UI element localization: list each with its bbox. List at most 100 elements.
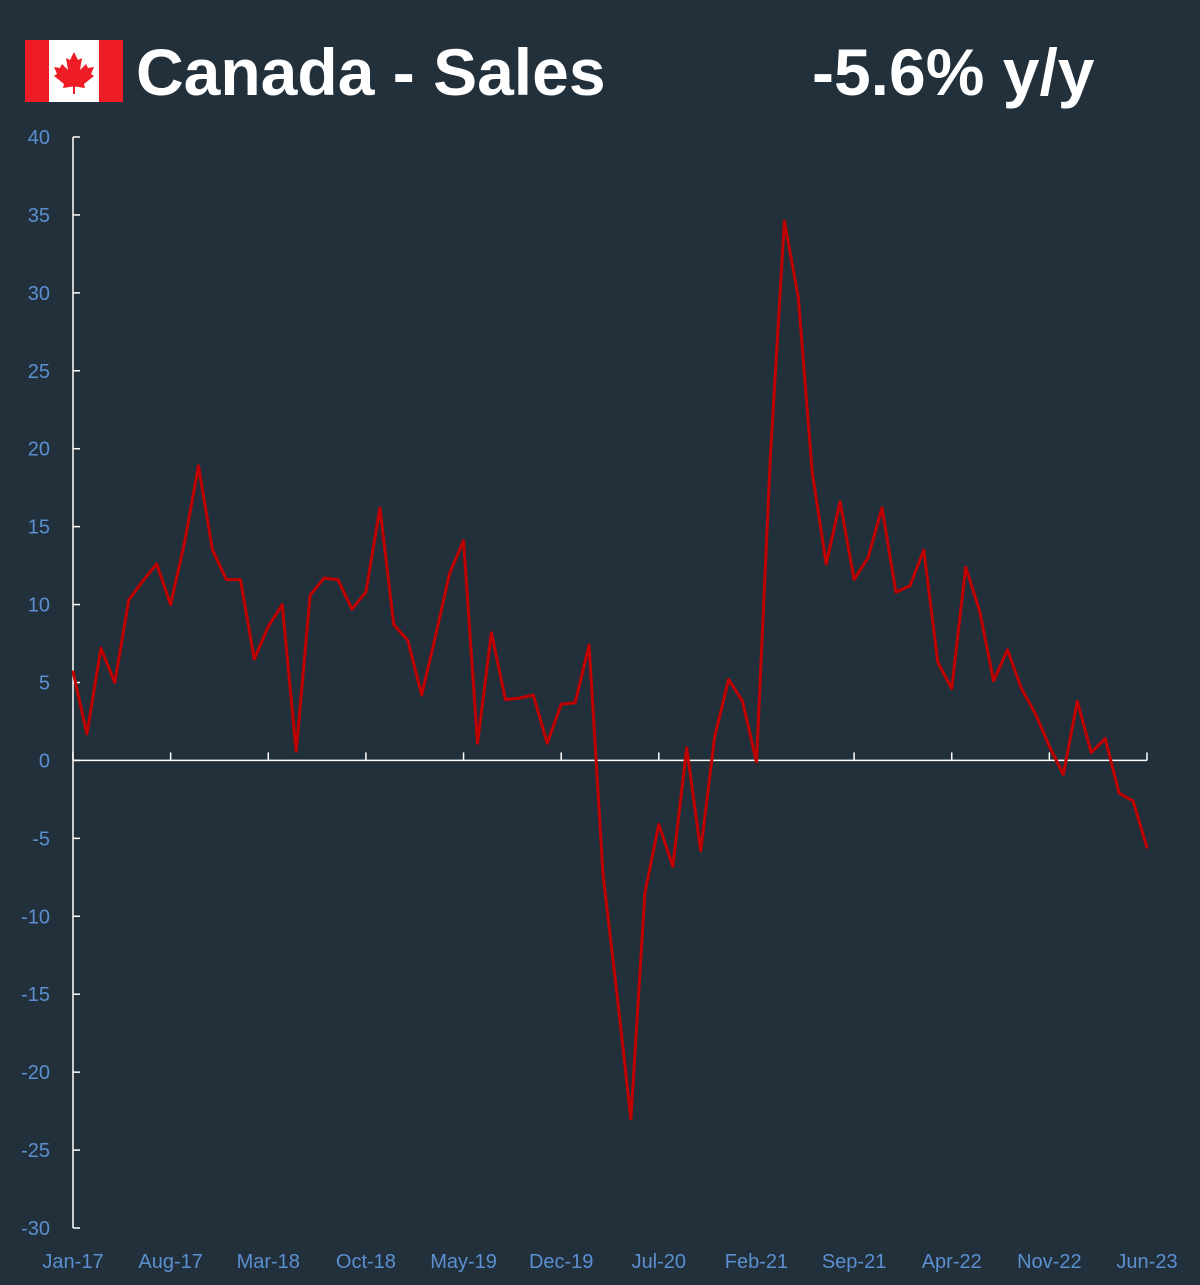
data-point (866, 556, 870, 560)
data-point (964, 565, 967, 569)
data-point (894, 590, 898, 594)
y-axis: 40 35 30 25 20 15 10 5 0 -5 -10 -15 -20 -25 -30 (21, 127, 80, 1240)
data-point (406, 639, 409, 642)
data-point (322, 576, 326, 580)
data-point (797, 296, 800, 299)
data-point (1131, 799, 1135, 803)
x-tick-label: Nov-22 (1017, 1251, 1081, 1273)
x-tick-label: Aug-17 (138, 1251, 203, 1273)
data-point (1048, 745, 1051, 748)
data-point (852, 578, 856, 581)
data-point (546, 742, 549, 745)
data-point (587, 643, 591, 647)
y-tick-label: 30 (28, 283, 50, 305)
data-point (378, 506, 382, 510)
y-tick-label: -15 (21, 984, 50, 1006)
data-point (504, 698, 507, 701)
x-tick-label: Apr-22 (922, 1251, 982, 1273)
x-tick-label: Sep-21 (822, 1251, 887, 1273)
data-point (1117, 791, 1121, 795)
data-point (267, 625, 270, 628)
data-point (308, 594, 312, 597)
data-point (141, 579, 144, 583)
series-layer (71, 219, 1149, 1121)
data-point (85, 732, 89, 736)
data-point (908, 584, 912, 588)
data-point (183, 541, 186, 544)
x-tick-label: Oct-18 (336, 1251, 396, 1273)
x-tick-label: Jun-23 (1116, 1251, 1177, 1273)
data-point (239, 578, 242, 581)
data-point (99, 647, 103, 650)
x-axis: Jan-17 Aug-17 Mar-18 Oct-18 May-19 Dec-19 Jul-… (42, 752, 1178, 1273)
series-line (71, 219, 1149, 1121)
data-point (336, 578, 340, 581)
x-tick-label: Jan-17 (42, 1251, 103, 1273)
data-point (643, 891, 647, 895)
data-point (113, 681, 117, 684)
data-point (197, 464, 200, 468)
data-point (1020, 687, 1023, 690)
data-point (225, 578, 228, 581)
data-point (769, 455, 772, 458)
data-point (922, 548, 926, 552)
data-point (1145, 846, 1149, 849)
data-point (685, 746, 688, 750)
y-tick-label: 35 (28, 205, 50, 227)
data-point (392, 623, 396, 627)
canada-flag-icon (25, 40, 123, 102)
data-point (699, 849, 702, 853)
headline-value: -5.6% y/y (812, 35, 1095, 109)
data-point (211, 548, 214, 552)
data-point (950, 687, 953, 690)
y-tick-label: -30 (21, 1218, 50, 1240)
flag-right-band (99, 40, 123, 102)
x-tick-label: Mar-18 (237, 1251, 300, 1273)
y-tick-label: -25 (21, 1140, 50, 1162)
data-point (490, 631, 493, 634)
data-point (462, 539, 465, 542)
y-tick-label: 0 (39, 750, 50, 772)
data-point (434, 634, 437, 637)
data-point (253, 657, 256, 661)
data-point (601, 873, 605, 876)
data-point (532, 693, 535, 697)
data-point (838, 500, 842, 503)
x-tick-label: Feb-21 (725, 1251, 788, 1273)
data-point (1062, 773, 1065, 776)
data-point (629, 1117, 633, 1121)
data-point (1103, 737, 1107, 740)
y-tick-label: 10 (28, 595, 50, 617)
data-point (281, 603, 284, 606)
data-point (936, 661, 939, 664)
data-point (350, 608, 354, 611)
data-point (978, 609, 981, 613)
data-point (155, 562, 158, 566)
data-point (476, 742, 479, 745)
y-tick-label: -20 (21, 1062, 50, 1084)
data-point (573, 701, 577, 704)
data-point (741, 700, 744, 703)
data-point (518, 696, 521, 700)
data-point (127, 598, 130, 602)
data-point (727, 678, 730, 681)
data-point (169, 603, 172, 606)
y-tick-label: 25 (28, 361, 50, 383)
data-point (364, 590, 368, 594)
data-point (783, 219, 786, 223)
data-point (671, 865, 674, 868)
x-tick-label: Dec-19 (529, 1251, 593, 1273)
x-tick-label: May-19 (430, 1251, 497, 1273)
x-tick-label: Jul-20 (632, 1251, 686, 1273)
data-point (559, 703, 563, 706)
data-point (992, 679, 995, 683)
y-tick-label: 5 (39, 673, 50, 695)
data-point (294, 749, 298, 753)
y-tick-label: 15 (28, 517, 50, 539)
y-tick-label: 20 (28, 439, 50, 461)
data-point (448, 572, 451, 575)
data-point (71, 670, 75, 673)
data-point (824, 562, 828, 566)
